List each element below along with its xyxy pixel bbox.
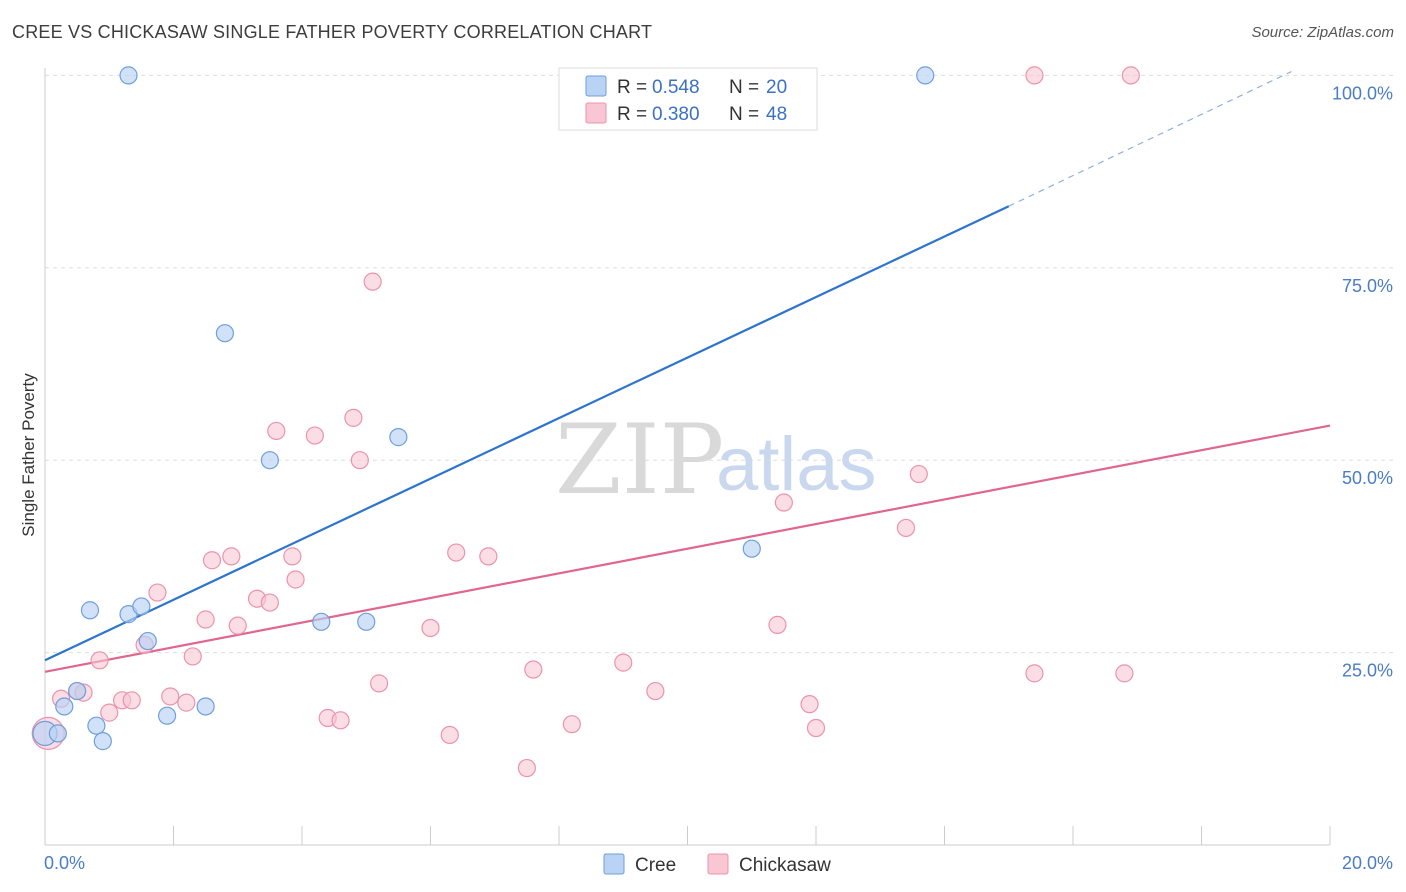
chickasaw-point-35	[562, 715, 581, 734]
y-tick-label-1: 50.0%	[1342, 468, 1393, 488]
cree-point-12	[215, 324, 234, 343]
chickasaw-point-10	[161, 687, 180, 706]
bottom-legend-swatch-chickasaw	[707, 853, 729, 875]
chart-title: CREE VS CHICKASAW SINGLE FATHER POVERTY …	[12, 22, 653, 42]
chickasaw-point-26	[350, 451, 369, 470]
chickasaw-point-42	[896, 518, 916, 538]
cree-point-4	[80, 601, 100, 620]
bottom-legend: Cree Chickasaw	[603, 853, 831, 876]
legend-swatch-cree	[585, 75, 607, 97]
chickasaw-point-20	[283, 547, 302, 566]
chickasaw-point-21	[286, 570, 305, 589]
y-axis-ticks: 25.0% 50.0% 75.0% 100.0%	[1332, 83, 1393, 680]
chickasaw-point-18	[260, 593, 279, 612]
chickasaw-point-9	[148, 583, 167, 602]
y-axis-label: Single Father Poverty	[19, 373, 38, 537]
chickasaw-trend-line	[44, 424, 1331, 673]
chickasaw-point-7	[122, 691, 141, 710]
cree-point-6	[93, 732, 112, 751]
cree-point-16	[389, 428, 408, 447]
chickasaw-point-15	[222, 547, 241, 566]
bottom-legend-chickasaw: Chickasaw	[739, 855, 831, 876]
chickasaw-point-24	[331, 711, 350, 730]
chickasaw-point-34	[524, 660, 543, 679]
chickasaw-point-27	[363, 272, 382, 291]
legend-chickasaw-n-value: 48	[766, 104, 787, 125]
cree-point-9	[138, 631, 157, 651]
x-axis-ticks: 0.0% 20.0%	[44, 853, 1393, 873]
cree-point-18	[119, 66, 138, 85]
legend-swatch-chickasaw	[585, 102, 607, 124]
chickasaw-point-29	[421, 618, 440, 638]
cree-point-8	[132, 597, 151, 616]
cree-point-10	[157, 706, 177, 725]
chickasaw-point-22	[305, 426, 324, 445]
chickasaw-point-28	[370, 674, 389, 693]
x-tick-label-min: 0.0%	[44, 853, 85, 873]
chickasaw-point-39	[768, 615, 787, 634]
chickasaw-point-30	[440, 725, 459, 745]
cree-point-17	[742, 539, 761, 558]
chickasaw-point-47	[1121, 66, 1140, 85]
chickasaw-point-16	[228, 616, 247, 635]
bottom-legend-cree: Cree	[635, 855, 676, 876]
y-tick-label-2: 75.0%	[1342, 276, 1393, 296]
chickasaw-point-40	[800, 695, 819, 714]
chickasaw-point-32	[479, 547, 498, 566]
chickasaw-point-33	[517, 758, 536, 778]
chickasaw-point-38	[774, 493, 793, 512]
legend-cree-r-value: 0.548	[652, 77, 700, 98]
cree-trend-line	[44, 205, 1010, 662]
trend-lines	[44, 71, 1331, 673]
cree-trend-extension	[1008, 71, 1292, 207]
chickasaw-point-25	[344, 408, 363, 427]
chickasaw-point-36	[614, 653, 633, 672]
chickasaw-point-11	[177, 693, 196, 712]
legend-cree-n-label: N =	[729, 77, 759, 98]
cree-point-5	[87, 716, 106, 735]
watermark-zip: ZIP	[555, 404, 724, 516]
chickasaw-point-41	[806, 718, 826, 738]
y-tick-label-0: 25.0%	[1342, 661, 1393, 681]
bottom-legend-swatch-cree	[603, 853, 625, 875]
chickasaw-point-31	[447, 543, 466, 562]
cree-point-14	[312, 612, 331, 631]
cree-point-1	[48, 724, 67, 743]
watermark-atlas: atlas	[716, 422, 877, 507]
legend-cree-r-label: R =	[617, 77, 647, 98]
chickasaw-point-45	[1115, 664, 1134, 683]
data-points	[31, 66, 1140, 778]
cree-point-2	[55, 697, 74, 716]
chickasaw-point-14	[202, 551, 222, 570]
cree-point-19	[916, 66, 935, 85]
chickasaw-point-37	[646, 681, 665, 701]
source-label: Source: ZipAtlas.com	[1251, 24, 1394, 41]
legend-chickasaw-n-label: N =	[729, 104, 759, 125]
legend: R = 0.548 N = 20 R = 0.380 N = 48	[558, 67, 818, 131]
chickasaw-point-5	[100, 703, 119, 722]
chickasaw-point-44	[1025, 664, 1044, 683]
legend-cree-n-value: 20	[766, 77, 787, 98]
chickasaw-point-4	[90, 651, 109, 670]
chickasaw-point-13	[196, 610, 215, 629]
chickasaw-point-43	[909, 464, 928, 484]
cree-point-11	[196, 697, 215, 716]
chickasaw-point-46	[1025, 66, 1044, 85]
chickasaw-point-19	[267, 421, 286, 441]
y-tick-label-3: 100.0%	[1332, 83, 1393, 103]
axes	[44, 68, 1331, 846]
legend-chickasaw-r-label: R =	[617, 104, 647, 125]
chickasaw-point-12	[183, 647, 202, 666]
cree-point-15	[357, 612, 376, 631]
legend-chickasaw-r-value: 0.380	[652, 104, 700, 125]
cree-point-3	[68, 681, 87, 701]
x-tick-label-max: 20.0%	[1342, 853, 1393, 873]
watermark: ZIP atlas	[555, 404, 877, 516]
cree-point-13	[260, 451, 279, 470]
